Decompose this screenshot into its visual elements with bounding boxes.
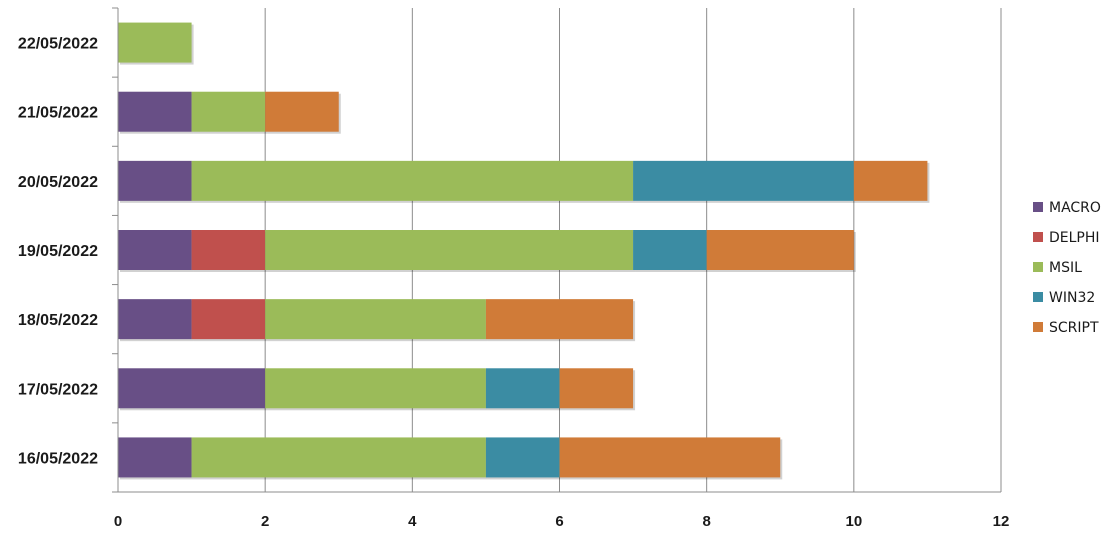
x-tick-label: 0 <box>114 513 122 530</box>
legend-swatch-win32 <box>1033 292 1043 302</box>
bar-segment-script <box>485 299 634 340</box>
legend-label-msil: MSIL <box>1049 260 1082 276</box>
y-category-label: 19/05/2022 <box>18 243 98 260</box>
bar-segment-script <box>559 437 781 478</box>
bar-segment-script <box>559 368 634 409</box>
legend-label-script: SCRIPT <box>1049 320 1099 336</box>
bar-segment-msil <box>118 22 192 63</box>
bar-segment-script <box>706 230 854 270</box>
x-tick-label: 12 <box>993 513 1010 530</box>
legend-swatch-macro <box>1033 202 1043 212</box>
axis-layer: 0 2 4 6 8 10 12 16/05/2022 17/05/2022 18/05/2022 1… <box>18 7 1010 530</box>
legend-swatch-msil <box>1033 262 1043 272</box>
legend-swatch-script <box>1033 322 1043 332</box>
y-category-label: 22/05/2022 <box>18 36 98 53</box>
bar-segment-macro <box>118 437 192 478</box>
x-tick-label: 4 <box>408 513 417 530</box>
bar-segment-win32 <box>633 160 854 201</box>
x-tick-label: 8 <box>702 513 710 530</box>
legend: MACRO DELPHI MSIL WIN32 SCRIPT <box>1033 200 1101 336</box>
bar-segment-msil <box>265 299 486 340</box>
x-tick-label: 6 <box>555 513 563 530</box>
bar-segment-msil <box>191 91 266 132</box>
bar-segment-macro <box>118 91 192 132</box>
bar-segment-win32 <box>485 437 560 478</box>
bar-segment-macro <box>118 230 192 270</box>
bar-segment-delphi <box>191 230 266 270</box>
x-tick-label: 10 <box>845 513 862 530</box>
bar-segment-macro <box>118 160 192 201</box>
x-tick-label: 2 <box>261 513 269 530</box>
bar-segment-delphi <box>191 299 266 340</box>
y-category-label: 17/05/2022 <box>18 381 98 398</box>
y-category-label: 16/05/2022 <box>18 450 98 467</box>
bar-segment-macro <box>118 368 266 409</box>
legend-swatch-delphi <box>1033 232 1043 242</box>
bar-segment-msil <box>265 230 634 270</box>
legend-label-macro: MACRO <box>1049 200 1101 216</box>
legend-label-win32: WIN32 <box>1049 290 1095 306</box>
bar-segment-msil <box>191 160 634 201</box>
y-category-label: 18/05/2022 <box>18 312 98 329</box>
bar-segment-macro <box>118 299 192 340</box>
y-category-label: 20/05/2022 <box>18 174 98 191</box>
bar-segment-msil <box>265 368 486 409</box>
bar-segment-win32 <box>485 368 560 409</box>
bar-segment-msil <box>191 437 486 478</box>
bar-layer <box>118 22 930 480</box>
y-category-label: 21/05/2022 <box>18 105 98 122</box>
bar-segment-win32 <box>633 230 707 270</box>
legend-label-delphi: DELPHI <box>1049 230 1100 246</box>
bar-segment-script <box>853 160 928 201</box>
bar-segment-script <box>265 91 339 132</box>
